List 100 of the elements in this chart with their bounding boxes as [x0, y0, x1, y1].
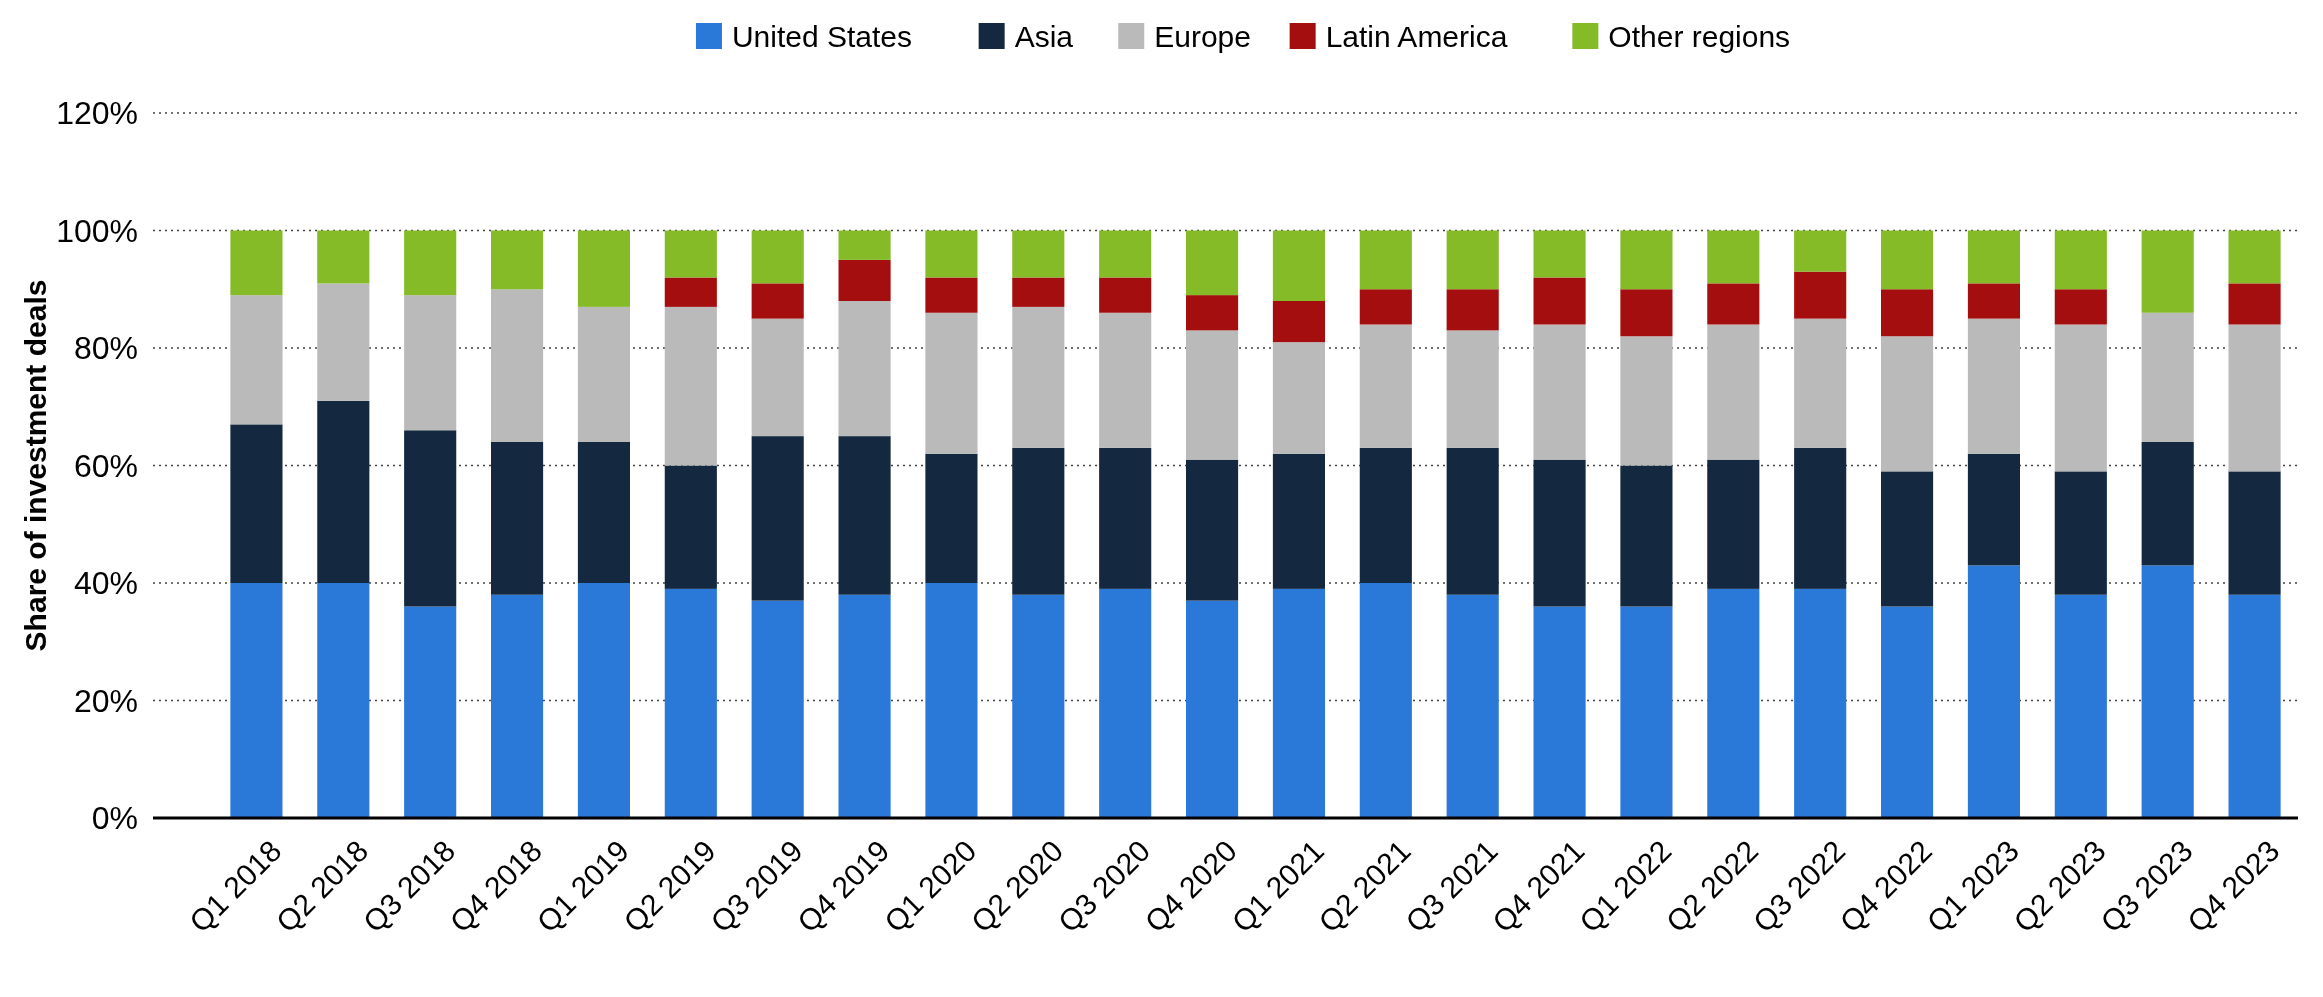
bar: [1533, 277, 1586, 325]
y-tick-label: 80%: [73, 330, 138, 367]
bar: [2141, 230, 2194, 313]
bar: [1620, 606, 1673, 818]
bar: [1794, 271, 1847, 319]
bar: [1967, 230, 2021, 284]
bar: [1794, 588, 1847, 818]
bar: [2228, 471, 2281, 595]
bar: [1881, 230, 1934, 290]
bar: [404, 606, 457, 818]
bar: [1359, 289, 1412, 325]
bar: [1794, 318, 1847, 448]
bar: [925, 312, 978, 454]
y-tick-label: 100%: [56, 212, 138, 249]
bar: [1707, 588, 1760, 818]
bar: [1186, 600, 1239, 818]
bar: [2228, 594, 2281, 818]
bar: [2228, 324, 2281, 472]
y-axis-title: Share of investment deals: [19, 279, 52, 652]
bar: [838, 594, 891, 818]
bar: [1533, 324, 1586, 460]
bar: [1012, 594, 1065, 818]
bar: [1099, 588, 1152, 818]
bar: [1186, 230, 1239, 296]
bar: [1099, 312, 1152, 448]
bar: [1881, 606, 1934, 818]
bar: [230, 230, 283, 296]
bar: [1359, 324, 1412, 448]
bar: [1272, 342, 1326, 454]
legend-label: Asia: [1014, 19, 1074, 53]
legend-label: Other regions: [1608, 19, 1791, 53]
bar: [404, 430, 457, 607]
bar: [925, 230, 978, 278]
bar: [1881, 289, 1934, 337]
bar: [925, 583, 978, 818]
bar: [751, 230, 804, 284]
bar: [2054, 230, 2107, 290]
bar: [2054, 289, 2107, 325]
bar: [317, 583, 370, 818]
bar: [577, 442, 630, 583]
bar: [317, 283, 370, 401]
bar: [664, 277, 717, 307]
bar: [1620, 230, 1673, 290]
bar: [1012, 230, 1065, 278]
bar: [1967, 283, 2021, 319]
bar: [1272, 453, 1326, 589]
bar: [1012, 306, 1065, 448]
bar: [1099, 277, 1152, 313]
bar: [1012, 447, 1065, 595]
bar: [1967, 318, 2021, 454]
legend-label: Europe: [1154, 19, 1251, 53]
bar: [2054, 471, 2107, 595]
bar: [1186, 295, 1239, 331]
bar: [1967, 453, 2021, 566]
bar: [925, 277, 978, 313]
bar: [1446, 447, 1499, 595]
bar: [491, 442, 544, 595]
bar: [838, 436, 891, 595]
bar: [1707, 459, 1760, 589]
bar: [1620, 289, 1673, 337]
bar: [1446, 230, 1499, 290]
bar: [491, 289, 544, 442]
bar: [1967, 565, 2021, 818]
bar: [1620, 465, 1673, 607]
bar: [838, 230, 891, 260]
legend-label: Latin America: [1325, 19, 1508, 53]
bar: [1099, 447, 1152, 589]
bar: [1881, 471, 1934, 607]
bar: [2228, 283, 2281, 325]
bar: [2141, 442, 2194, 566]
bar: [577, 583, 630, 818]
bar: [664, 465, 717, 589]
legend-label: United States: [731, 19, 913, 53]
bar: [1186, 459, 1239, 601]
bar: [751, 436, 804, 601]
bar: [1446, 289, 1499, 331]
bar: [1446, 594, 1499, 818]
bar: [751, 318, 804, 437]
bar: [317, 230, 370, 284]
y-tick-label: 0%: [91, 800, 138, 837]
bar: [1794, 230, 1847, 272]
bar: [1359, 583, 1412, 818]
bar: [491, 230, 544, 290]
bar: [1359, 447, 1412, 583]
bar: [2228, 230, 2281, 284]
bar: [1533, 230, 1586, 278]
bar: [1272, 588, 1326, 818]
bar: [664, 588, 717, 818]
bar: [751, 283, 804, 319]
bar: [230, 583, 283, 818]
y-tick-label: 20%: [73, 682, 138, 719]
bar: [1620, 336, 1673, 466]
y-tick-label: 40%: [73, 565, 138, 602]
bar: [404, 230, 457, 296]
bar: [2141, 312, 2194, 442]
bar: [1794, 447, 1847, 589]
bar: [577, 306, 630, 442]
bar: [1446, 330, 1499, 448]
bar: [230, 424, 283, 583]
bar: [2054, 324, 2107, 472]
